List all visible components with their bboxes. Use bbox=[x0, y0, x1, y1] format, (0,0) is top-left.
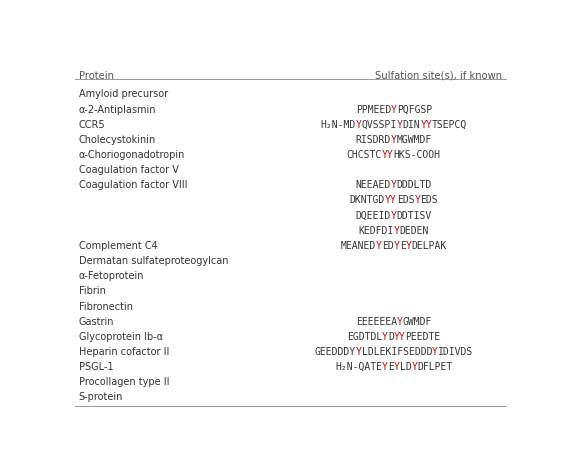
Text: PPMEED: PPMEED bbox=[356, 105, 391, 114]
Text: YY: YY bbox=[420, 120, 432, 130]
Text: Dermatan sulfateproteogylcan: Dermatan sulfateproteogylcan bbox=[79, 256, 229, 266]
Text: Y: Y bbox=[382, 332, 388, 342]
Text: CCR5: CCR5 bbox=[79, 120, 105, 130]
Text: MGWMDF: MGWMDF bbox=[397, 135, 432, 145]
Text: KEDFDI: KEDFDI bbox=[358, 226, 394, 236]
Text: α-Fetoprotein: α-Fetoprotein bbox=[79, 271, 144, 281]
Text: YY: YY bbox=[394, 332, 405, 342]
Text: DELPAK: DELPAK bbox=[412, 241, 447, 251]
Text: Gastrin: Gastrin bbox=[79, 317, 115, 327]
Text: α-2-Antiplasmin: α-2-Antiplasmin bbox=[79, 105, 156, 114]
Text: EGDTDL: EGDTDL bbox=[347, 332, 382, 342]
Text: Fibrin: Fibrin bbox=[79, 287, 105, 296]
Text: Y: Y bbox=[356, 347, 362, 357]
Text: Y: Y bbox=[397, 120, 403, 130]
Text: Y: Y bbox=[394, 241, 400, 251]
Text: Heparin cofactor II: Heparin cofactor II bbox=[79, 347, 169, 357]
Text: Coagulation factor V: Coagulation factor V bbox=[79, 165, 179, 175]
Text: PQFGSP: PQFGSP bbox=[397, 105, 432, 114]
Text: YY: YY bbox=[382, 150, 394, 160]
Text: DIN: DIN bbox=[403, 120, 420, 130]
Text: Y: Y bbox=[405, 241, 412, 251]
Text: DEDEN: DEDEN bbox=[400, 226, 429, 236]
Text: Y: Y bbox=[391, 135, 397, 145]
Text: H₂N-QATE: H₂N-QATE bbox=[335, 362, 382, 372]
Text: DKNTGD: DKNTGD bbox=[350, 195, 385, 206]
Text: LD: LD bbox=[400, 362, 412, 372]
Text: H₂N-MD: H₂N-MD bbox=[320, 120, 356, 130]
Text: PSGL-1: PSGL-1 bbox=[79, 362, 113, 372]
Text: Protein: Protein bbox=[79, 70, 114, 81]
Text: Y: Y bbox=[432, 347, 438, 357]
Text: Y: Y bbox=[394, 362, 400, 372]
Text: IDIVDS: IDIVDS bbox=[438, 347, 473, 357]
Text: D: D bbox=[388, 332, 394, 342]
Text: GEEDDDY: GEEDDDY bbox=[315, 347, 356, 357]
Text: MEANED: MEANED bbox=[341, 241, 376, 251]
Text: Y: Y bbox=[391, 105, 397, 114]
Text: S-protein: S-protein bbox=[79, 393, 123, 402]
Text: RISDRD: RISDRD bbox=[356, 135, 391, 145]
Text: EDS: EDS bbox=[420, 195, 438, 206]
Text: Coagulation factor VIII: Coagulation factor VIII bbox=[79, 180, 187, 190]
Text: DFLPET: DFLPET bbox=[417, 362, 452, 372]
Text: PEEDTE: PEEDTE bbox=[405, 332, 441, 342]
Text: Y: Y bbox=[394, 226, 400, 236]
Text: GWMDF: GWMDF bbox=[403, 317, 432, 327]
Text: Y: Y bbox=[414, 195, 420, 206]
Text: EDS: EDS bbox=[397, 195, 414, 206]
Text: DDTISV: DDTISV bbox=[397, 211, 432, 221]
Text: Glycoprotein Ib-α: Glycoprotein Ib-α bbox=[79, 332, 163, 342]
Text: Y: Y bbox=[397, 317, 403, 327]
Text: Y: Y bbox=[412, 362, 417, 372]
Text: Complement C4: Complement C4 bbox=[79, 241, 158, 251]
Text: TSEPCQ: TSEPCQ bbox=[432, 120, 467, 130]
Text: QVSSPI: QVSSPI bbox=[362, 120, 397, 130]
Text: DDDLTD: DDDLTD bbox=[397, 180, 432, 190]
Text: CHCSTC: CHCSTC bbox=[347, 150, 382, 160]
Text: Amyloid precursor: Amyloid precursor bbox=[79, 89, 168, 100]
Text: E: E bbox=[388, 362, 394, 372]
Text: NEEAED: NEEAED bbox=[356, 180, 391, 190]
Text: HKS-COOH: HKS-COOH bbox=[394, 150, 441, 160]
Text: YY: YY bbox=[385, 195, 397, 206]
Text: Y: Y bbox=[356, 120, 362, 130]
Text: Y: Y bbox=[391, 211, 397, 221]
Text: Y: Y bbox=[391, 180, 397, 190]
Text: Fibronectin: Fibronectin bbox=[79, 301, 133, 312]
Text: Y: Y bbox=[382, 362, 388, 372]
Text: Sulfation site(s), if known: Sulfation site(s), if known bbox=[375, 70, 502, 81]
Text: ED: ED bbox=[382, 241, 394, 251]
Text: Cholecystokinin: Cholecystokinin bbox=[79, 135, 156, 145]
Text: DQEEID: DQEEID bbox=[356, 211, 391, 221]
Text: α-Choriogonadotropin: α-Choriogonadotropin bbox=[79, 150, 185, 160]
Text: LDLEKIFSEDDD: LDLEKIFSEDDD bbox=[362, 347, 432, 357]
Text: Y: Y bbox=[376, 241, 382, 251]
Text: E: E bbox=[400, 241, 405, 251]
Text: Procollagen type II: Procollagen type II bbox=[79, 377, 170, 388]
Text: EEEEEEA: EEEEEEA bbox=[356, 317, 397, 327]
